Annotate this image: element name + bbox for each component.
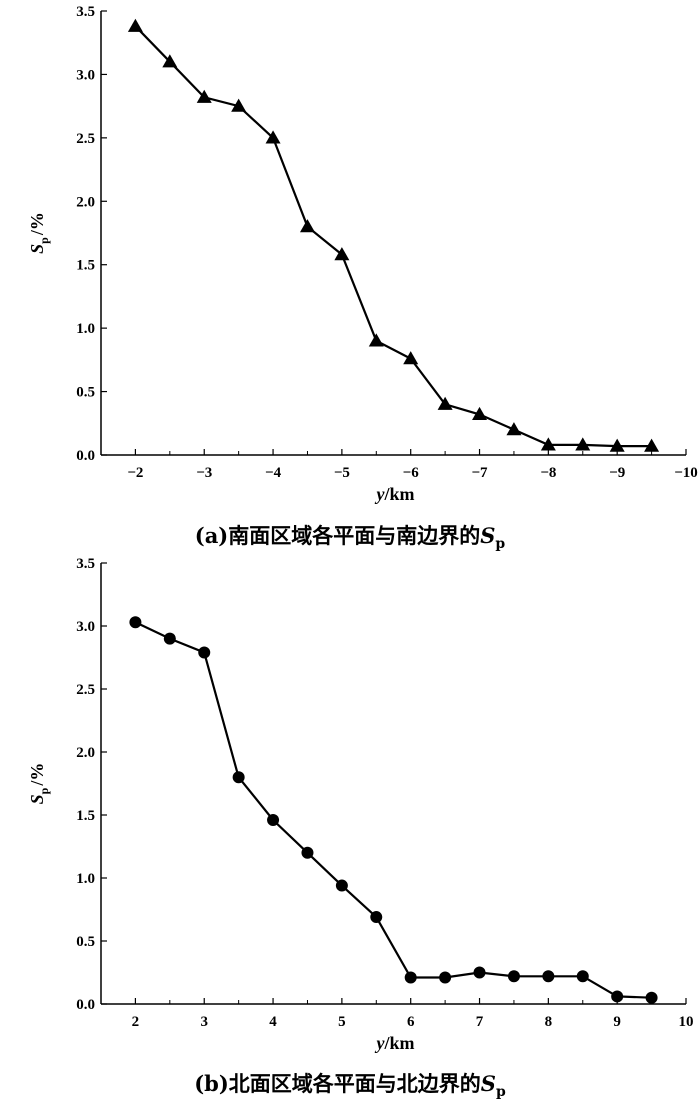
chart-a-y-tick-label: 0.0 bbox=[76, 448, 95, 464]
chart-panel-b: 0.0 0.5 1.0 1.5 2.0 2.5 3.0 3.5 2 3 4 5 6 7 8 9 10 y/km Sp… bbox=[0, 549, 700, 1100]
chart-b-x-tick-label: 6 bbox=[407, 1014, 415, 1030]
chart-a-data-point bbox=[231, 98, 247, 112]
chart-a-caption-sub: p bbox=[495, 536, 506, 553]
chart-b-data-point bbox=[507, 970, 520, 983]
chart-a-data-point bbox=[265, 130, 281, 144]
chart-b-data-point bbox=[198, 646, 211, 659]
chart-a-caption-text: 南面区域各平面与南边界的 bbox=[228, 523, 481, 548]
chart-a-data-point bbox=[162, 54, 178, 68]
chart-a-y-tick-label: 1.5 bbox=[76, 258, 95, 274]
chart-b-caption-sub: p bbox=[495, 1084, 506, 1100]
chart-a-data-point bbox=[472, 406, 488, 421]
chart-b-x-tick-label: 3 bbox=[200, 1014, 208, 1030]
chart-b-caption: (b)北面区域各平面与北边界的Sp bbox=[0, 1068, 700, 1100]
chart-b-x-tick-label: 4 bbox=[269, 1014, 277, 1030]
chart-a-x-tick-label: −9 bbox=[609, 465, 625, 481]
chart-b-svg: 0.0 0.5 1.0 1.5 2.0 2.5 3.0 3.5 2 3 4 5 6 7 8 9 10 y/km Sp… bbox=[27, 556, 694, 1053]
chart-b-y-tick-label: 3.0 bbox=[76, 619, 95, 635]
chart-a-data-point bbox=[644, 438, 660, 452]
chart-b-data-point bbox=[439, 971, 452, 984]
chart-b-x-tick-label: 7 bbox=[476, 1014, 484, 1030]
chart-b-caption-symbol: S bbox=[480, 1071, 496, 1096]
chart-b-x-tick-label: 10 bbox=[679, 1014, 694, 1030]
chart-a-x-tick-label: −4 bbox=[265, 465, 282, 481]
chart-a-x-tick-label: −8 bbox=[540, 465, 556, 481]
chart-a-x-axis-label: y/km bbox=[374, 484, 414, 504]
chart-b-data-point bbox=[611, 990, 624, 1003]
chart-a-y-tick-label: 2.0 bbox=[76, 194, 95, 210]
chart-a-x-tick-label: −2 bbox=[127, 465, 143, 481]
chart-b-x-tick-label: 8 bbox=[545, 1014, 553, 1030]
chart-a-y-axis-label: Sp/% bbox=[27, 212, 51, 254]
chart-b-caption-text: 北面区域各平面与北边界的 bbox=[228, 1071, 481, 1096]
chart-a-caption-symbol: S bbox=[480, 523, 496, 548]
chart-a-x-tick-label: −10 bbox=[674, 465, 698, 481]
chart-b-data-point bbox=[267, 814, 280, 827]
chart-a-data-point bbox=[368, 333, 384, 347]
chart-a-data-point bbox=[540, 437, 556, 451]
chart-a-data-point bbox=[609, 438, 625, 452]
chart-b-data-point bbox=[645, 991, 658, 1004]
chart-a-data-point bbox=[575, 437, 591, 451]
chart-b-series-line bbox=[134, 621, 652, 999]
chart-a-data-point bbox=[506, 422, 522, 436]
chart-b-y-tick-label: 1.0 bbox=[76, 871, 95, 887]
chart-b-data-point bbox=[473, 966, 486, 979]
chart-b-data-point bbox=[232, 771, 245, 784]
chart-b-data-point bbox=[576, 970, 589, 983]
chart-a-y-tick-label: 0.5 bbox=[76, 385, 95, 401]
chart-b-y-tick-label: 2.5 bbox=[76, 682, 95, 698]
chart-a-y-tick-label: 1.0 bbox=[76, 321, 95, 337]
chart-a-x-tick-label: −6 bbox=[403, 465, 420, 481]
chart-b-y-tick-label: 3.5 bbox=[76, 556, 95, 572]
chart-b-caption-prefix: (b) bbox=[194, 1071, 229, 1096]
chart-a-svg: 0.0 0.5 1.0 1.5 2.0 2.5 3.0 3.5 −2 −3 −4 −5 −6 −7 −8 −9… bbox=[27, 4, 698, 504]
chart-b-data-point bbox=[301, 846, 314, 859]
chart-a-data-point bbox=[127, 18, 143, 32]
chart-panel-a: 0.0 0.5 1.0 1.5 2.0 2.5 3.0 3.5 −2 −3 −4 −5 −6 −7 −8 −9… bbox=[0, 0, 700, 552]
chart-b-data-point bbox=[404, 971, 417, 984]
chart-a-caption-prefix: (a) bbox=[194, 523, 229, 548]
chart-b-x-tick-label: 2 bbox=[132, 1014, 140, 1030]
chart-b-data-point bbox=[370, 911, 383, 924]
chart-b-x-tick-label: 5 bbox=[338, 1014, 346, 1030]
chart-a-y-tick-label: 2.5 bbox=[76, 131, 95, 147]
chart-b-y-tick-label: 0.0 bbox=[76, 997, 95, 1013]
chart-b-x-tick-label: 9 bbox=[613, 1014, 621, 1030]
chart-a-x-tick-label: −3 bbox=[196, 465, 212, 481]
chart-a-series-line bbox=[134, 25, 652, 448]
chart-b-x-axis-label: y/km bbox=[374, 1033, 414, 1053]
chart-a-data-point bbox=[196, 89, 212, 103]
chart-a-data-point bbox=[403, 351, 419, 365]
chart-b-data-point bbox=[129, 616, 142, 629]
chart-b-data-point bbox=[163, 632, 176, 645]
chart-a-y-tick-label: 3.5 bbox=[76, 4, 95, 20]
chart-a-data-point bbox=[299, 219, 315, 233]
chart-b-y-axis-label: Sp/% bbox=[27, 763, 51, 805]
chart-b-data-point bbox=[542, 970, 555, 983]
chart-b-data-point bbox=[335, 879, 348, 892]
chart-a-x-tick-label: −5 bbox=[334, 465, 350, 481]
chart-b-y-tick-label: 0.5 bbox=[76, 934, 95, 950]
chart-b-y-tick-label: 2.0 bbox=[76, 745, 95, 761]
chart-a-data-point bbox=[437, 396, 453, 410]
chart-b-y-tick-label: 1.5 bbox=[76, 808, 95, 824]
chart-a-x-tick-label: −7 bbox=[471, 465, 488, 481]
chart-a-y-tick-label: 3.0 bbox=[76, 67, 95, 83]
chart-a-data-point bbox=[334, 247, 350, 261]
chart-a-caption: (a)南面区域各平面与南边界的Sp bbox=[0, 520, 700, 552]
